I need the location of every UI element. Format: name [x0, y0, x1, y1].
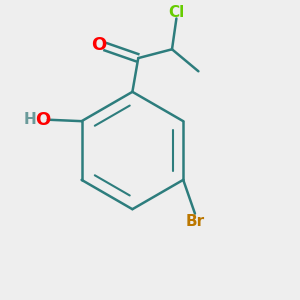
Text: Br: Br — [185, 214, 205, 229]
Text: H: H — [24, 112, 37, 127]
Text: O: O — [35, 111, 51, 129]
Text: O: O — [92, 36, 107, 54]
Text: Cl: Cl — [168, 4, 184, 20]
